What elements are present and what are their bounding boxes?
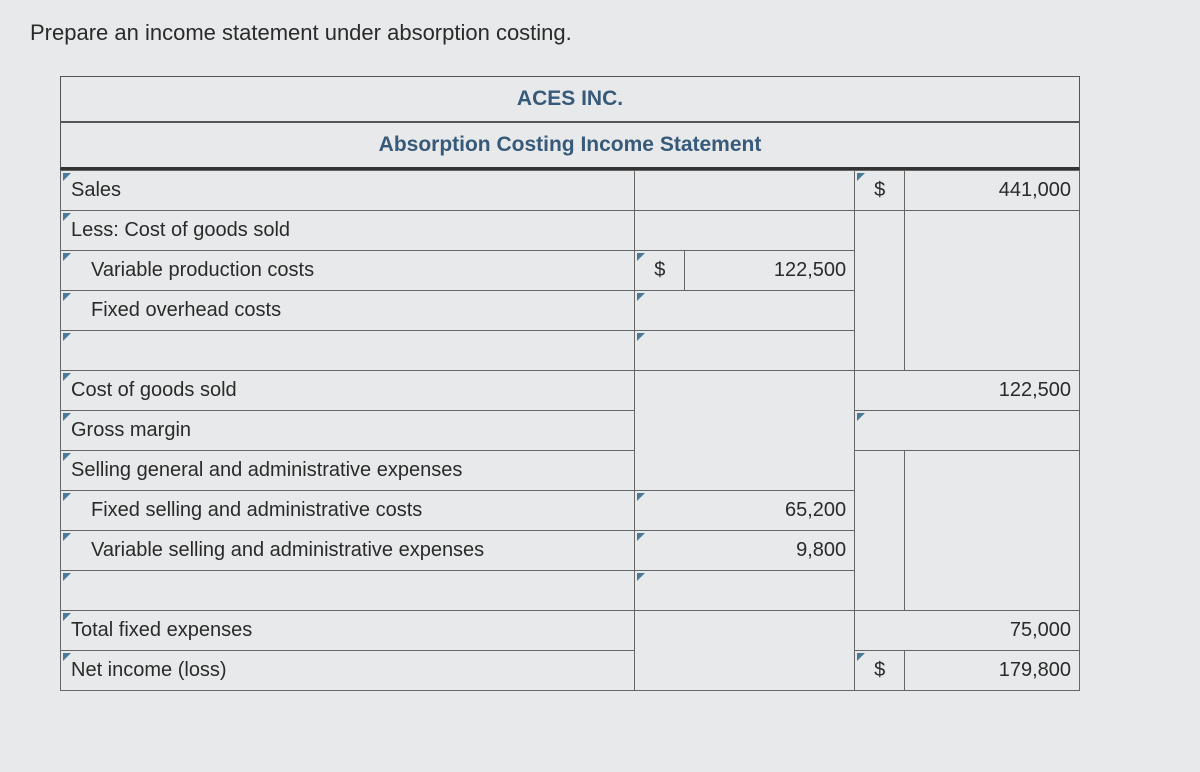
cell-empty — [635, 611, 685, 651]
var-prod-currency[interactable]: $ — [635, 251, 685, 291]
fixed-sga-amount[interactable]: 65,200 — [685, 491, 855, 531]
table-row: Sales $ 441,000 — [61, 171, 1080, 211]
total-fixed-amount[interactable]: 75,000 — [905, 611, 1080, 651]
table-row: Variable selling and administrative expe… — [61, 531, 1080, 571]
fixed-sga-label[interactable]: Fixed selling and administrative costs — [61, 491, 635, 531]
net-income-currency[interactable]: $ — [855, 651, 905, 691]
cell-empty — [685, 651, 855, 691]
company-name-header: ACES INC. — [60, 76, 1080, 122]
gross-margin-currency[interactable] — [855, 411, 905, 451]
cell-empty — [855, 211, 905, 251]
cell-empty — [855, 451, 905, 491]
table-row: Net income (loss) $ 179,800 — [61, 651, 1080, 691]
net-income-amount[interactable]: 179,800 — [905, 651, 1080, 691]
cell-empty — [855, 251, 905, 291]
cell-empty — [685, 411, 855, 451]
less-cogs-label[interactable]: Less: Cost of goods sold — [61, 211, 635, 251]
cell-empty — [905, 251, 1080, 291]
cell-empty — [905, 211, 1080, 251]
blank2-label[interactable] — [61, 571, 635, 611]
cell-empty — [685, 611, 855, 651]
blank-label[interactable] — [61, 331, 635, 371]
cogs-currency[interactable] — [855, 371, 905, 411]
blank-amount[interactable] — [685, 331, 855, 371]
table-row: Total fixed expenses 75,000 — [61, 611, 1080, 651]
table-row: Fixed overhead costs — [61, 291, 1080, 331]
cell-empty — [905, 291, 1080, 331]
fixed-oh-amount[interactable] — [685, 291, 855, 331]
sales-currency[interactable]: $ — [855, 171, 905, 211]
fixed-sga-currency[interactable] — [635, 491, 685, 531]
gross-margin-label[interactable]: Gross margin — [61, 411, 635, 451]
total-fixed-label[interactable]: Total fixed expenses — [61, 611, 635, 651]
cell-empty — [905, 331, 1080, 371]
income-statement-table: ACES INC. Absorption Costing Income Stat… — [60, 76, 1080, 691]
gross-margin-amount[interactable] — [905, 411, 1080, 451]
cell-empty — [635, 451, 685, 491]
cell-empty — [635, 411, 685, 451]
cogs-label[interactable]: Cost of goods sold — [61, 371, 635, 411]
statement-title-header: Absorption Costing Income Statement — [60, 122, 1080, 170]
cell-empty — [635, 371, 685, 411]
table-row: Gross margin — [61, 411, 1080, 451]
table-row: Selling general and administrative expen… — [61, 451, 1080, 491]
table-row: Fixed selling and administrative costs 6… — [61, 491, 1080, 531]
sga-label[interactable]: Selling general and administrative expen… — [61, 451, 635, 491]
cell-empty — [685, 171, 855, 211]
instruction-text: Prepare an income statement under absorp… — [30, 20, 1180, 46]
cell-empty — [905, 571, 1080, 611]
cell-empty — [905, 451, 1080, 491]
cell-empty — [685, 211, 855, 251]
cogs-amount[interactable]: 122,500 — [905, 371, 1080, 411]
fixed-oh-currency[interactable] — [635, 291, 685, 331]
fixed-oh-label[interactable]: Fixed overhead costs — [61, 291, 635, 331]
var-prod-amount[interactable]: 122,500 — [685, 251, 855, 291]
cell-empty — [855, 491, 905, 531]
var-sga-currency[interactable] — [635, 531, 685, 571]
cell-empty — [855, 291, 905, 331]
cell-empty — [855, 571, 905, 611]
sales-amount[interactable]: 441,000 — [905, 171, 1080, 211]
table-row: Variable production costs $ 122,500 — [61, 251, 1080, 291]
net-income-label[interactable]: Net income (loss) — [61, 651, 635, 691]
cell-empty — [635, 171, 685, 211]
var-prod-label[interactable]: Variable production costs — [61, 251, 635, 291]
cell-empty — [635, 651, 685, 691]
total-fixed-currency[interactable] — [855, 611, 905, 651]
table-row: Cost of goods sold 122,500 — [61, 371, 1080, 411]
table-row: Less: Cost of goods sold — [61, 211, 1080, 251]
blank-currency[interactable] — [635, 331, 685, 371]
table-row — [61, 331, 1080, 371]
cell-empty — [855, 331, 905, 371]
var-sga-label[interactable]: Variable selling and administrative expe… — [61, 531, 635, 571]
cell-empty — [685, 371, 855, 411]
table-row — [61, 571, 1080, 611]
sales-label[interactable]: Sales — [61, 171, 635, 211]
blank2-currency[interactable] — [635, 571, 685, 611]
cell-empty — [685, 451, 855, 491]
cell-empty — [635, 211, 685, 251]
cell-empty — [905, 531, 1080, 571]
cell-empty — [855, 531, 905, 571]
blank2-amount[interactable] — [685, 571, 855, 611]
cell-empty — [905, 491, 1080, 531]
var-sga-amount[interactable]: 9,800 — [685, 531, 855, 571]
